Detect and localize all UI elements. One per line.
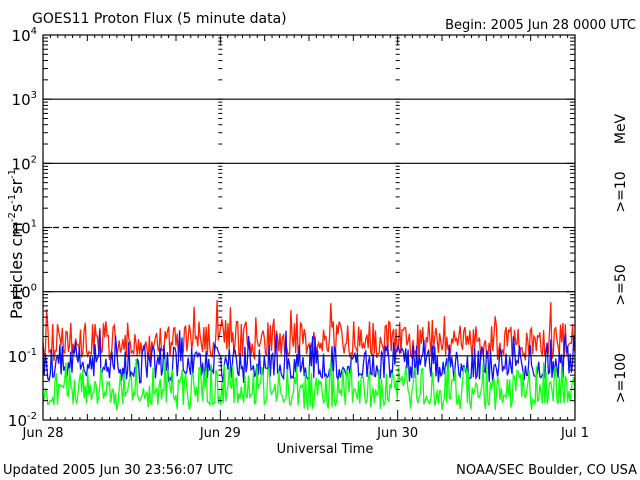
legend-label-50mev: >=50 <box>613 264 629 305</box>
legend-label-100mev: >=100 <box>613 353 629 403</box>
y-tick-label: 101 <box>12 219 37 238</box>
data-layer <box>42 299 576 411</box>
x-axis-label: Universal Time <box>277 442 374 457</box>
x-tick-label: Jun 29 <box>199 426 241 441</box>
y-tick-label: 10-2 <box>8 411 37 430</box>
day-separator-2 <box>394 37 401 421</box>
text-layer: GOES11 Proton Flux (5 minute data) Begin… <box>3 11 637 478</box>
chart-title: GOES11 Proton Flux (5 minute data) <box>32 11 287 27</box>
y-axis-label-exp3: -1 <box>7 169 18 179</box>
y-axis-label-exp1: -2 <box>7 212 18 222</box>
series-line-2 <box>42 358 576 411</box>
source-label: NOAA/SEC Boulder, CO USA <box>456 463 637 478</box>
x-tick-label: Jun 28 <box>22 426 64 441</box>
units-label: MeV <box>613 113 629 144</box>
y-axis-label-exp2: -1 <box>7 194 18 204</box>
x-tick-label: Jun 30 <box>376 426 418 441</box>
y-axis-label-sr: sr <box>7 179 26 194</box>
y-tick-label: 103 <box>12 90 37 109</box>
x-tick-label: Jul 1 <box>560 426 589 441</box>
y-axis-label-base: Particles cm <box>7 222 26 319</box>
begin-label: Begin: 2005 Jun 28 0000 UTC <box>445 18 636 33</box>
legend-label-10mev: >=10 <box>613 171 629 212</box>
y-tick-label: 100 <box>12 283 37 302</box>
updated-label: Updated 2005 Jun 30 23:56:07 UTC <box>3 463 233 478</box>
y-tick-label: 102 <box>12 154 37 173</box>
series-line-0 <box>42 299 576 361</box>
y-tick-label: 104 <box>12 26 37 45</box>
plot-frame-layer <box>42 34 576 421</box>
y-axis-label-s: s <box>7 204 26 212</box>
y-tick-label: 10-1 <box>8 347 37 366</box>
y-axis-label: Particles cm-2s-1sr-1 <box>7 169 26 319</box>
day-separator-1 <box>217 37 224 421</box>
